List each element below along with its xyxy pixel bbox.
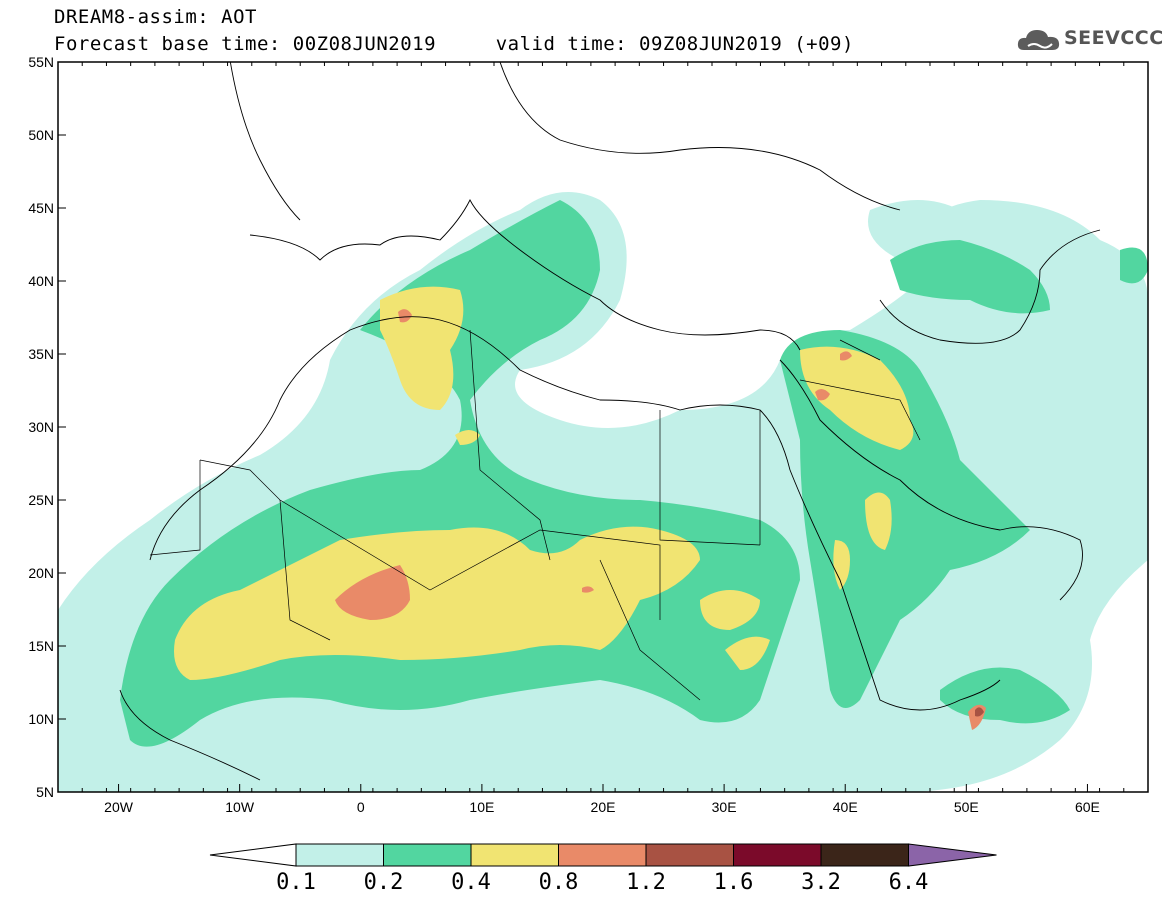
colorbar-segment <box>383 843 472 867</box>
colorbar-segment <box>645 843 734 867</box>
axis-ticks <box>57 61 1149 793</box>
lat-tick-label: 55N <box>28 54 54 70</box>
aot-map: 20W 10W 0 10E 20E 30E 40E 50E 60E 55N 50N 45N 40N 35… <box>28 54 1149 815</box>
longitude-axis: 20W 10W 0 10E 20E 30E 40E 50E 60E <box>104 799 1100 815</box>
colorbar-label: 3.2 <box>801 870 841 895</box>
lon-tick-label: 10W <box>225 799 255 815</box>
lon-tick-label: 30E <box>712 799 737 815</box>
lon-tick-label: 50E <box>954 799 979 815</box>
colorbar-low-arrow <box>209 843 297 867</box>
lat-tick-label: 5N <box>36 784 54 800</box>
lat-tick-label: 10N <box>28 711 54 727</box>
aot-contours <box>58 192 1148 792</box>
lat-tick-label: 50N <box>28 127 54 143</box>
lon-tick-label: 0 <box>357 799 365 815</box>
lon-tick-label: 20W <box>104 799 134 815</box>
coastlines <box>119 62 1101 781</box>
colorbar-segment <box>558 843 647 867</box>
seevccc-logo: SEEVCCC <box>1016 24 1163 54</box>
lat-tick-label: 35N <box>28 346 54 362</box>
colorbar-label: 0.4 <box>451 870 491 895</box>
lat-tick-label: 30N <box>28 419 54 435</box>
colorbar-label: 0.1 <box>276 870 316 895</box>
lon-tick-label: 40E <box>833 799 858 815</box>
logo-text: SEEVCCC <box>1064 27 1164 49</box>
country-borders <box>149 329 921 701</box>
colorbar-segment <box>820 843 909 867</box>
colorbar-label: 1.6 <box>713 870 754 895</box>
lon-tick-label: 60E <box>1075 799 1100 815</box>
lat-tick-label: 25N <box>28 492 54 508</box>
aot-level-0-8 <box>335 309 986 730</box>
colorbar-label: 0.2 <box>363 870 404 895</box>
map-title: DREAM8-assim: AOT <box>54 6 257 28</box>
aot-level-0-4 <box>174 286 914 680</box>
lat-tick-label: 15N <box>28 638 54 654</box>
lon-tick-label: 20E <box>591 799 616 815</box>
colorbar-label: 1.2 <box>626 870 666 895</box>
forecast-time-subtitle: Forecast base time: 00Z08JUN2019 valid t… <box>54 33 854 55</box>
colorbar-label: 0.8 <box>538 870 579 895</box>
lat-tick-label: 40N <box>28 273 54 289</box>
cloud-icon <box>1017 30 1060 50</box>
lon-tick-label: 10E <box>469 799 494 815</box>
aot-level-1-2 <box>975 707 984 717</box>
latitude-axis: 55N 50N 45N 40N 35N 30N 25N 20N 15N 10N 5N <box>28 54 54 800</box>
colorbar-segment <box>733 843 822 867</box>
colorbar-label: 6.4 <box>888 870 929 895</box>
colorbar-segment <box>470 843 559 867</box>
lat-tick-label: 45N <box>28 200 54 216</box>
colorbar-segment <box>295 843 384 867</box>
colorbar-high-arrow <box>908 843 997 867</box>
lat-tick-label: 20N <box>28 565 54 581</box>
